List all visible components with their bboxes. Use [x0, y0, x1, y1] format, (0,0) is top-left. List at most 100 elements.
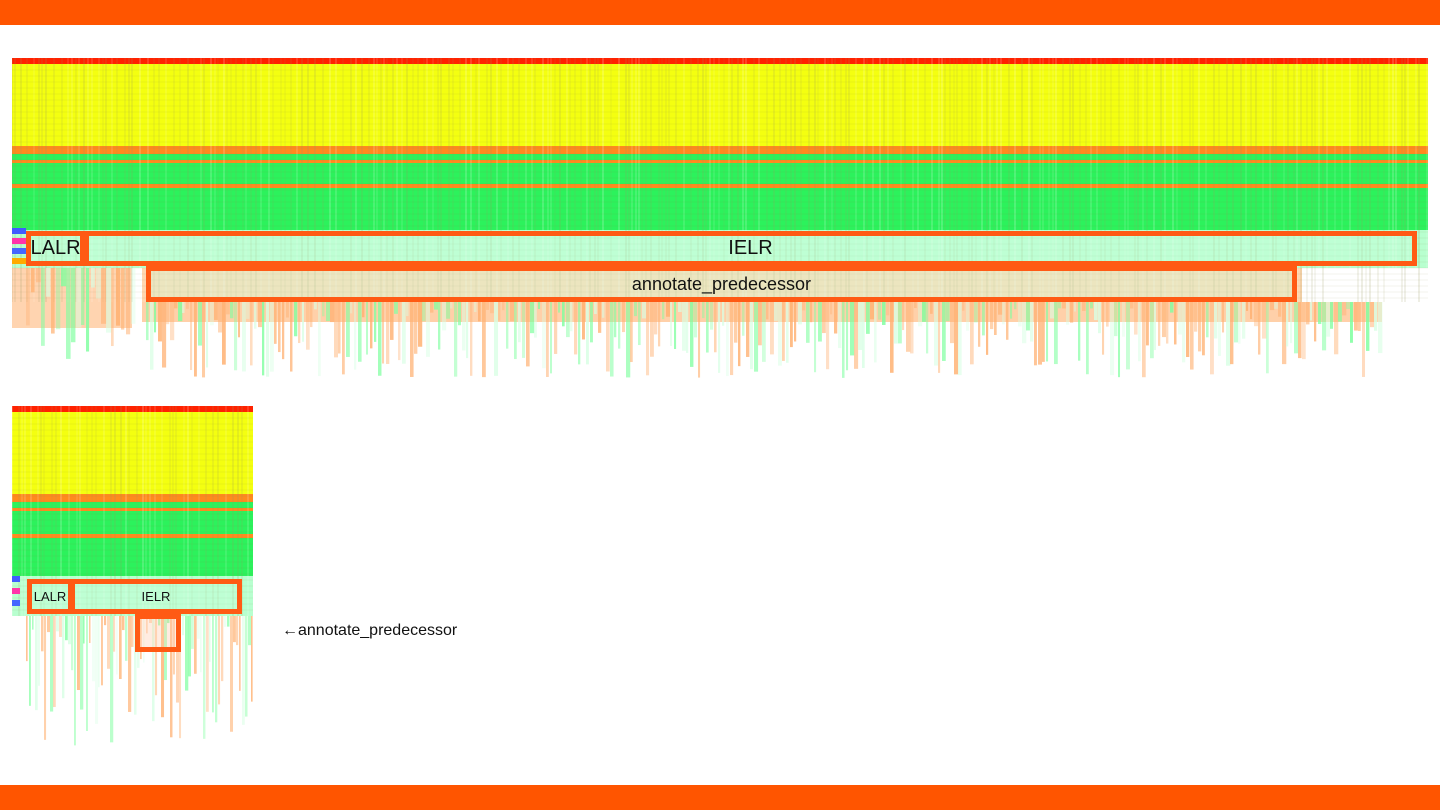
flame-tail-frame: [251, 616, 253, 702]
flame-tail-frame: [1258, 302, 1261, 355]
flame-tail-frame: [1194, 302, 1198, 332]
flame-tail-frame: [1302, 302, 1306, 360]
flame-tail-frame: [1218, 302, 1221, 356]
flame-tail-frame: [242, 302, 246, 372]
top-accent-bar: [0, 0, 1440, 25]
flame-tail-frame: [1214, 302, 1218, 339]
flame-tail-frame: [1134, 302, 1138, 335]
flame-tail-frame: [101, 268, 107, 324]
flame-tail-frame: [227, 616, 230, 627]
flame-tail-frame: [206, 616, 209, 712]
flame-tail-frame: [930, 302, 933, 314]
flame-tail-frame: [1246, 302, 1249, 311]
flame-tail-frame: [374, 302, 377, 342]
flame-tail-frame: [410, 302, 414, 377]
flame-tail-frame: [886, 302, 890, 316]
flame-tail-frame: [200, 616, 202, 673]
flame-tail-frame: [470, 302, 473, 376]
flame-tail-frame: [598, 302, 602, 333]
flame-stub-blue-small-1: [12, 576, 20, 582]
flame-tail-frame: [1094, 302, 1098, 321]
flame-tail-frame: [498, 302, 501, 321]
flame-tail-frame: [362, 302, 365, 318]
flame-tail-frame: [1162, 302, 1166, 338]
flame-tail-frame: [95, 616, 99, 724]
flame-tail-frame: [161, 616, 165, 718]
flame-tail-frame: [176, 616, 180, 703]
flame-tail-frame: [894, 302, 898, 344]
flame-tail-frame: [1070, 302, 1074, 323]
flame-tail-frame: [1338, 302, 1342, 322]
flame-tail-frame: [958, 302, 962, 376]
flame-tail-frame: [590, 302, 593, 343]
flame-tail-frame: [354, 302, 357, 370]
flame-tail-frame: [1126, 302, 1130, 370]
flame-tail-frame: [1022, 302, 1027, 344]
flame-tail-frame: [149, 616, 153, 623]
flame-tail-frame: [218, 302, 223, 333]
flame-tail-frame: [131, 268, 136, 324]
flame-tail-frame: [26, 616, 28, 662]
flame-stub-blue-2: [12, 248, 26, 254]
flame-tail-frame: [194, 616, 197, 674]
flame-tail-frame: [56, 268, 61, 330]
flame-tail-frame: [562, 302, 565, 327]
flame-tail-frame: [462, 302, 466, 351]
flame-tail-frame: [1358, 302, 1361, 332]
flame-tail-frame: [882, 302, 886, 325]
flame-tail-frame: [966, 302, 970, 331]
flame-tail-frame: [494, 302, 499, 376]
flame-tail-frame: [866, 302, 870, 334]
flame-tail-frame: [1026, 302, 1030, 331]
flame-tail-frame: [1310, 302, 1313, 321]
flame-band-root: [12, 58, 1428, 64]
flame-tail-frame: [1202, 302, 1205, 356]
flame-tail-frame: [430, 302, 434, 313]
flame-tail-frame: [390, 302, 394, 340]
flame-tail-frame: [254, 302, 257, 329]
flame-tail-frame: [1226, 302, 1231, 366]
flame-tail-frame: [1086, 302, 1089, 375]
flame-tail-frame: [350, 302, 353, 314]
flame-tail-frame: [574, 302, 578, 355]
flame-tail-frame: [526, 302, 530, 367]
flame-tail-frame: [1378, 302, 1383, 354]
flame-tail-frame: [1190, 302, 1194, 370]
flame-tail-frame: [1106, 302, 1109, 327]
annotate-predecessor-label: annotate_predecessor: [631, 273, 812, 294]
flame-tail-frame: [29, 616, 31, 706]
flame-tail-frame: [538, 302, 541, 309]
flame-tail-frame: [242, 616, 245, 725]
ielr-label-small: IELR: [141, 589, 171, 604]
flame-tail-frame: [298, 302, 301, 344]
flame-stub-blue-small-2: [12, 600, 20, 606]
flame-tail-frame: [104, 616, 107, 626]
flame-stub-blue-1: [12, 228, 26, 234]
flame-tail-frame: [162, 302, 167, 368]
flame-tail-frame: [898, 302, 902, 344]
flame-tail-frame: [706, 302, 709, 353]
flame-tail-frame: [678, 302, 682, 313]
flame-tail-frame: [186, 302, 189, 309]
flame-tail-frame: [738, 302, 741, 367]
flame-tail-frame: [226, 302, 230, 315]
flame-tail-frame: [850, 302, 855, 356]
flame-tail-frame: [80, 616, 84, 710]
flame-band-yellow: [12, 64, 1428, 148]
flame-band-peach: [142, 268, 1302, 302]
flame-tail-frame: [502, 302, 505, 311]
flame-tail-frame: [854, 302, 859, 369]
flame-tail-frame: [198, 302, 203, 346]
flame-tail-frame: [670, 302, 673, 346]
flame-tail-frame: [846, 302, 849, 371]
flame-band-yellow-small: [12, 412, 253, 496]
flame-tail-frame: [406, 302, 409, 317]
flame-tail-frame: [378, 302, 382, 376]
ielr-frame-highlight: IELR: [84, 231, 1417, 266]
flame-tail-frame: [1354, 302, 1358, 331]
flame-tail-frame: [710, 302, 714, 330]
flame-tail-frame: [209, 616, 211, 662]
flame-tail-frame: [690, 302, 694, 367]
flame-tail-frame: [294, 302, 298, 337]
flame-tail-frame: [1142, 302, 1146, 378]
